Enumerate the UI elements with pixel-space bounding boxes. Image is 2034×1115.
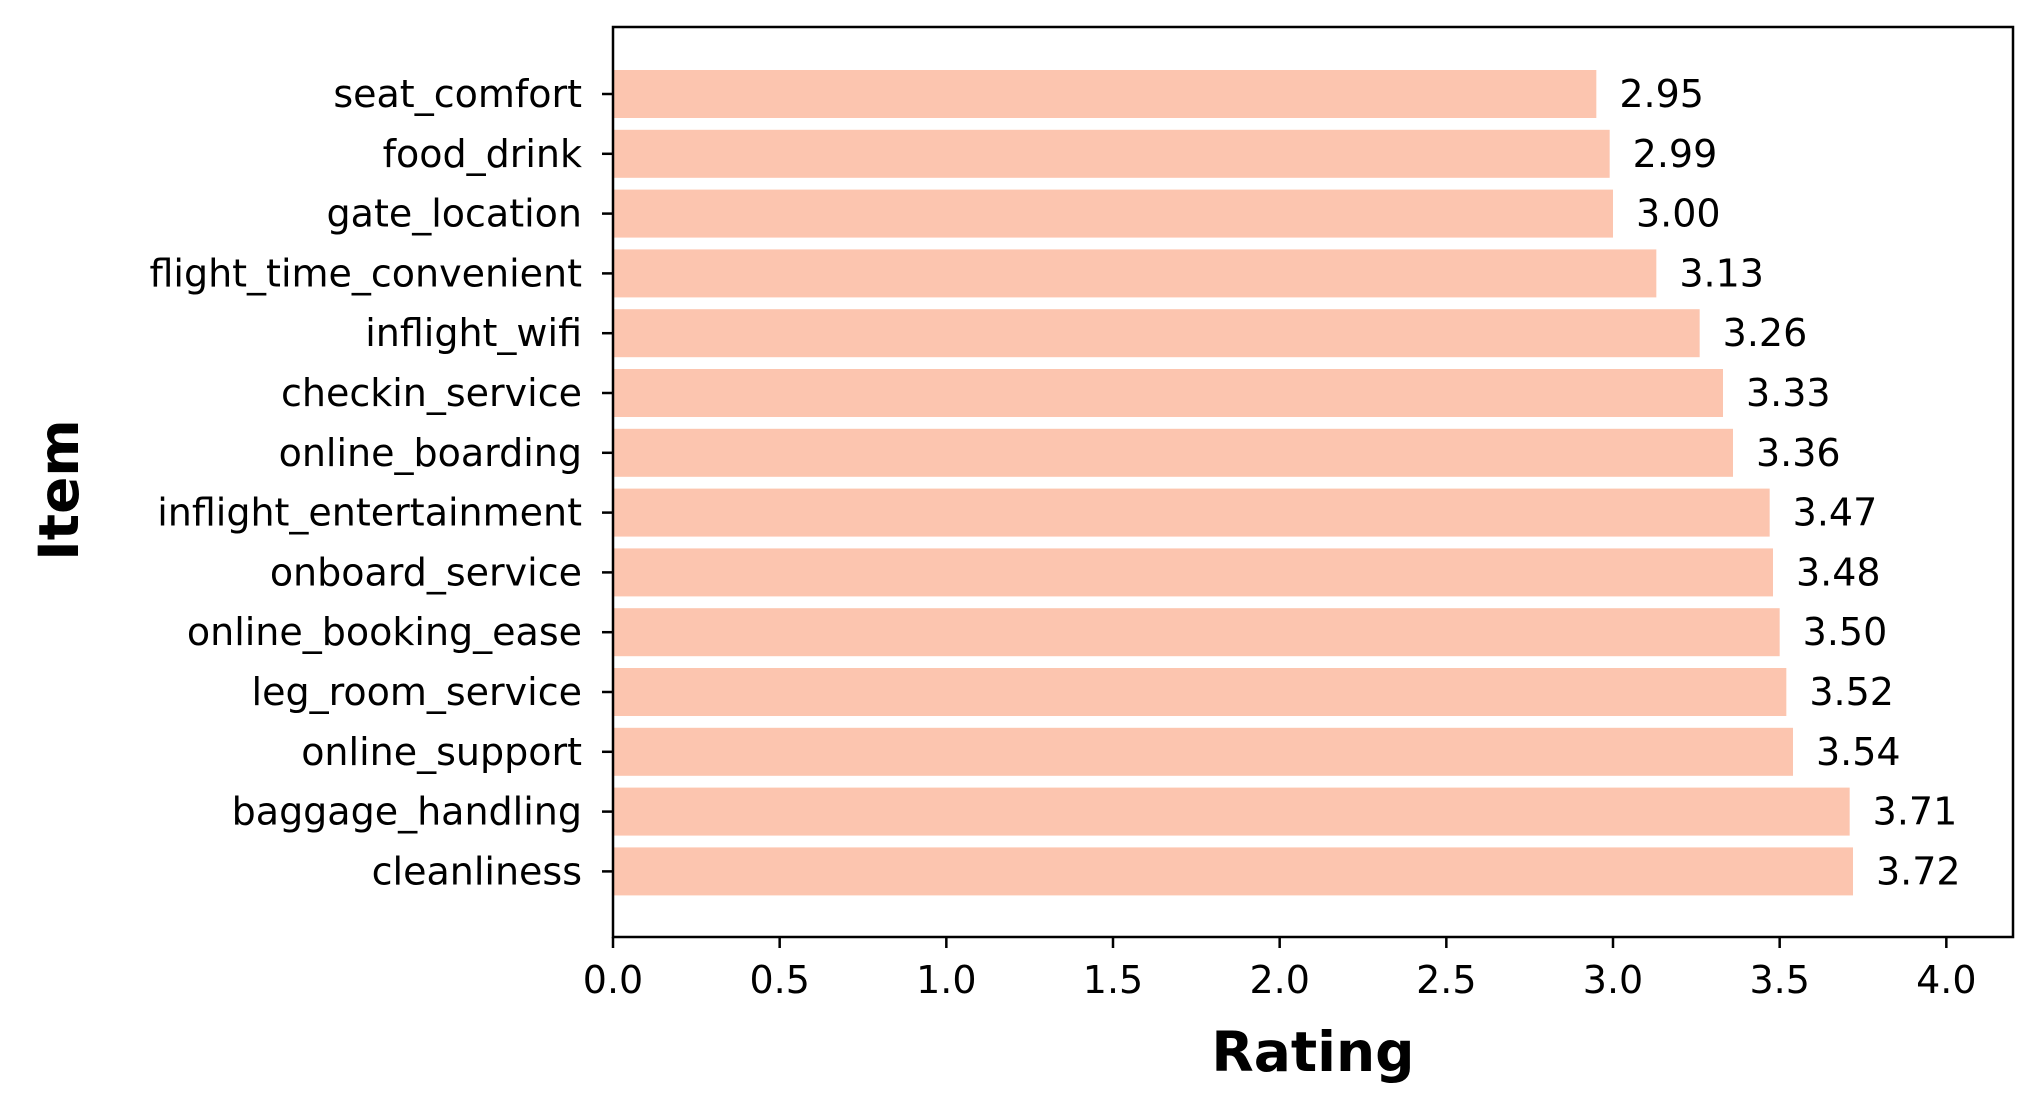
y-tick-label-online_boarding: online_boarding (279, 431, 582, 475)
value-labels-layer: 2.95 2.99 3.00 3.13 3.26 3.33 3.36 3.47 3.48 3.50… (1619, 72, 1960, 893)
y-tick-label-food_drink: food_drink (383, 132, 582, 176)
y-tick-label-inflight_wifi: inflight_wifi (365, 311, 582, 355)
bar-inflight_entertainment (613, 488, 1770, 537)
x-tick-label: 1.0 (916, 958, 976, 1002)
bar-online_booking_ease (613, 608, 1780, 657)
value-label-leg_room_service: 3.52 (1809, 670, 1894, 714)
y-tick-label-inflight_entertainment: inflight_entertainment (157, 491, 582, 535)
value-label-online_support: 3.54 (1816, 730, 1901, 774)
bar-flight_time_convenient (613, 249, 1657, 298)
value-label-gate_location: 3.00 (1636, 192, 1721, 236)
y-axis-title: Item (27, 419, 91, 560)
value-label-flight_time_convenient: 3.13 (1679, 251, 1764, 295)
bar-seat_comfort (613, 70, 1597, 118)
y-tick-label-baggage_handling: baggage_handling (232, 790, 582, 834)
value-label-online_booking_ease: 3.50 (1803, 610, 1888, 654)
bar-online_support (613, 727, 1793, 776)
bars-layer (613, 70, 1853, 896)
x-tick-label: 0.0 (583, 958, 643, 1002)
x-tick-label: 3.0 (1583, 958, 1643, 1002)
value-label-cleanliness: 3.72 (1876, 849, 1961, 893)
y-tick-label-checkin_service: checkin_service (281, 371, 582, 415)
y-axis: seat_comfort food_drink gate_locationfligh… (149, 72, 613, 893)
y-tick-label-onboard_service: onboard_service (270, 550, 582, 594)
y-tick-label-seat_comfort: seat_comfort (333, 72, 582, 116)
x-tick-label: 1.5 (1083, 958, 1143, 1002)
value-label-baggage_handling: 3.71 (1873, 790, 1958, 834)
bar-onboard_service (613, 548, 1773, 597)
x-tick-label: 2.0 (1249, 958, 1309, 1002)
bar-baggage_handling (613, 787, 1850, 836)
value-label-online_boarding: 3.36 (1756, 431, 1841, 475)
bar-online_boarding (613, 428, 1733, 477)
y-tick-label-cleanliness: cleanliness (372, 849, 582, 893)
bar-cleanliness (613, 847, 1853, 896)
value-label-inflight_wifi: 3.26 (1723, 311, 1808, 355)
bar-inflight_wifi (613, 309, 1700, 358)
x-tick-label: 2.5 (1416, 958, 1476, 1002)
y-tick-label-flight_time_convenient: flight_time_convenient (149, 251, 582, 295)
x-tick-label: 4.0 (1916, 958, 1976, 1002)
y-tick-label-online_support: online_support (301, 730, 582, 774)
bar-food_drink (613, 129, 1610, 178)
value-label-onboard_service: 3.48 (1796, 550, 1881, 594)
y-tick-label-gate_location: gate_location (327, 192, 582, 236)
value-label-food_drink: 2.99 (1633, 132, 1718, 176)
y-tick-label-leg_room_service: leg_room_service (252, 670, 582, 714)
bar-checkin_service (613, 369, 1723, 417)
value-label-inflight_entertainment: 3.47 (1793, 491, 1878, 535)
x-axis: 0.0 0.5 1.0 1.5 2.0 2.5 3.0 3.5 4.0 (583, 937, 1977, 1002)
y-tick-label-online_booking_ease: online_booking_ease (187, 610, 582, 654)
value-label-seat_comfort: 2.95 (1619, 72, 1704, 116)
bar-leg_room_service (613, 668, 1787, 716)
value-label-checkin_service: 3.33 (1746, 371, 1831, 415)
bar-gate_location (613, 189, 1613, 238)
x-axis-title: Rating (1211, 1020, 1414, 1084)
x-tick-label: 0.5 (749, 958, 809, 1002)
plot-frame (611, 25, 2015, 939)
x-tick-label: 3.5 (1749, 958, 1809, 1002)
